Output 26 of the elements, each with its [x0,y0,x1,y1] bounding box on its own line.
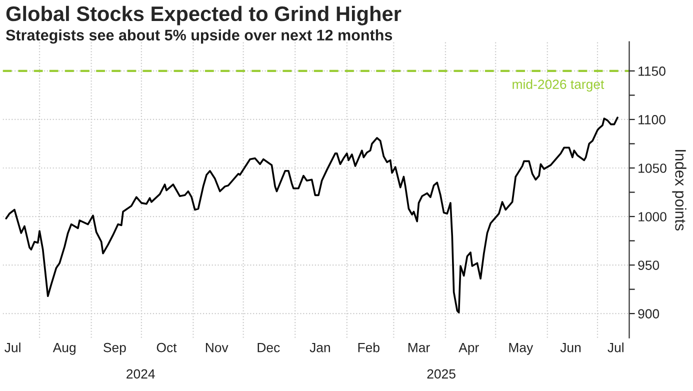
x-tick-label: Jul [608,342,624,352]
y-tick-label: 950 [638,260,660,270]
chart-title: Global Stocks Expected to Grind Higher [6,6,402,26]
x-tick-label: Oct [156,342,177,352]
y-tick-label: 1100 [638,115,666,124]
x-tick-label: Jan [310,343,330,352]
text: 2025 [427,369,456,379]
x-tick-label: Apr [458,343,479,355]
x-tick-label: Aug [52,343,76,355]
x-tick-label: Dec [258,343,280,352]
chart-subtitle: Strategists see about 5% upside over next 12 months [6,29,392,44]
text: 2024 [126,369,155,379]
y-tick-label: 1000 [638,212,666,222]
x-tick-label: Mar [408,343,430,352]
x-tick-label: Sep [104,342,126,355]
x-tick-label: Feb [358,342,380,352]
x-tick-label: May [509,343,534,355]
x-tick-label: Nov [206,343,228,352]
line-series [5,116,618,314]
ref-line-label: mid-2026 target [512,79,604,92]
y-axis-title: Index points [672,150,686,230]
x-tick-label: Jun [560,343,581,352]
y-tick-label: 900 [638,309,660,318]
y-tick-label: 1150 [638,66,666,76]
y-tick-label: 1050 [638,164,666,173]
x-tick-label: Jul [4,342,20,352]
